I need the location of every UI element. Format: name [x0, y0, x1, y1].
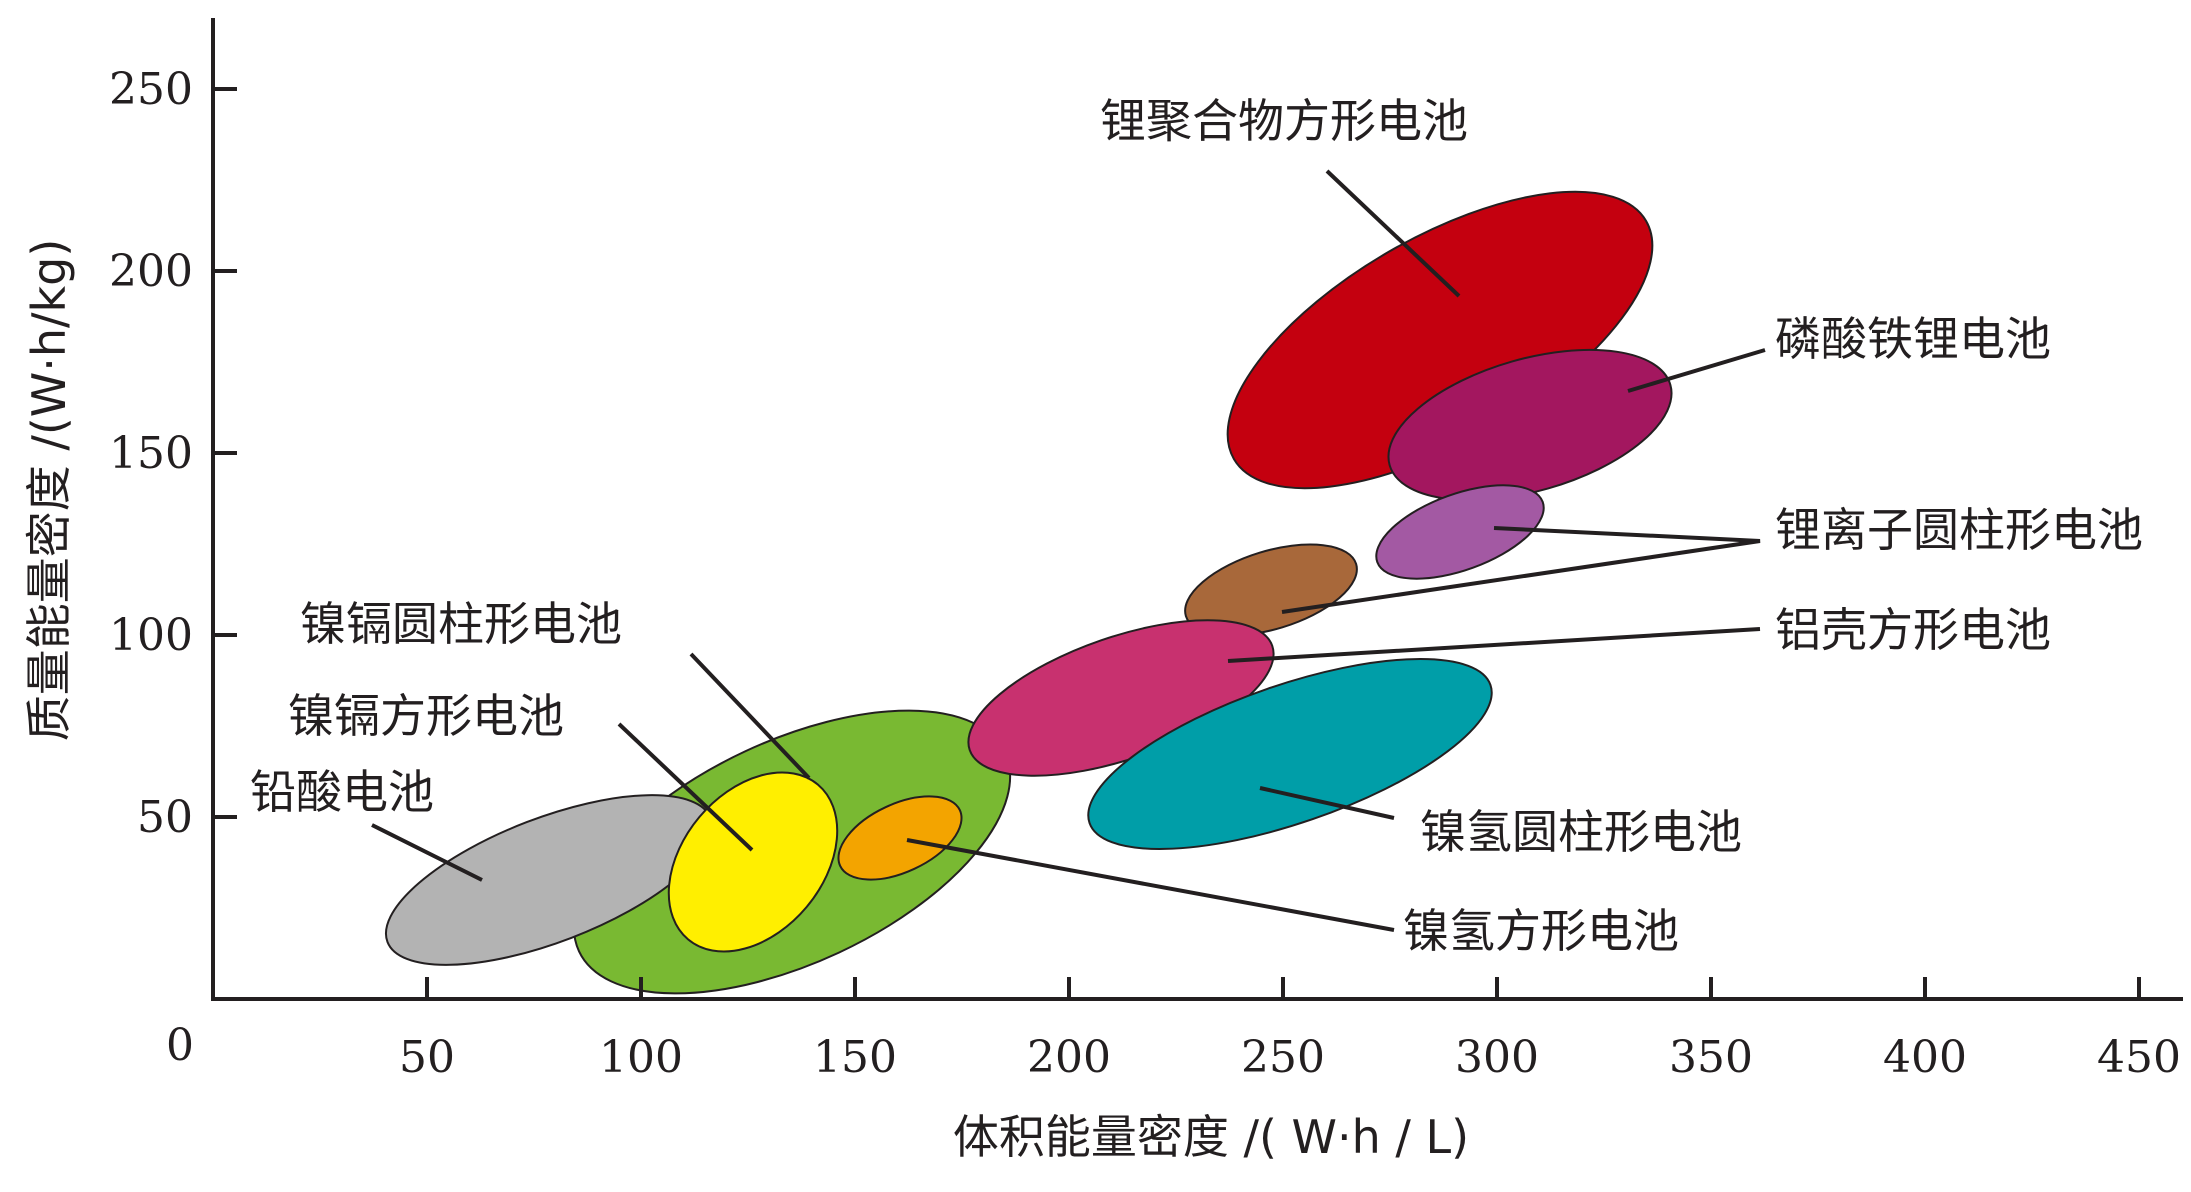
y-ticks: 50 100 150 200 250: [109, 64, 237, 843]
y-tick-label: 100: [109, 610, 193, 661]
label-li-cylinder: 锂离子圆柱形电池: [1775, 503, 2143, 557]
label-li-polymer: 锂聚合物方形电池: [1100, 94, 1468, 148]
label-lead-acid: 铅酸电池: [250, 765, 434, 819]
leader-nimh-square: [906, 838, 1395, 932]
region-nicd-square: [667, 771, 839, 953]
leader-al-square: [1227, 627, 1761, 663]
y-tick-label: 150: [109, 428, 193, 479]
x-tick-label: 200: [1027, 1032, 1111, 1083]
region-lfp: [1387, 348, 1673, 502]
category-labels: 锂聚合物方形电池 磷酸铁锂电池 锂离子圆柱形电池 铝壳方形电池 镍镉圆柱形电池 …: [250, 94, 2143, 958]
region-li-cylinder: [1375, 484, 1545, 580]
x-tick-label: 400: [1883, 1032, 1967, 1083]
x-tick-label: 350: [1669, 1032, 1753, 1083]
label-lfp: 磷酸铁锂电池: [1775, 312, 2051, 366]
leader-nimh-cylinder: [1259, 786, 1395, 820]
leader-nicd-square: [617, 722, 754, 852]
leader-lines: [371, 169, 1766, 932]
y-tick-label: 50: [137, 792, 193, 843]
y-axis-title: 质量能量密度 /(W·h/kg): [22, 239, 76, 742]
leader-lead-acid: [371, 823, 483, 882]
label-nimh-cylinder: 镍氢圆柱形电池: [1420, 805, 1742, 859]
x-tick-label: 450: [2097, 1032, 2181, 1083]
y-tick-label: 200: [109, 246, 193, 297]
leader-li-polymer: [1325, 169, 1461, 298]
x-tick-label: 300: [1455, 1032, 1539, 1083]
leader-lfp: [1627, 348, 1766, 393]
leader-li-cylinder: [1281, 526, 1761, 614]
x-tick-label: 150: [813, 1032, 897, 1083]
x-ticks: 50 100 150 200 250 300 350 400 450: [399, 977, 2181, 1083]
label-nicd-square: 镍镉方形电池: [288, 689, 564, 743]
axes: [211, 18, 2183, 1001]
x-tick-label: 50: [399, 1032, 455, 1083]
x-axis-title: 体积能量密度 /( W·h / L): [953, 1110, 1469, 1164]
label-nimh-square: 镍氢方形电池: [1403, 904, 1679, 958]
y-tick-label: 250: [109, 64, 193, 115]
region-nimh-square: [837, 795, 963, 881]
origin-label: 0: [166, 1020, 194, 1071]
label-nicd-cylinder: 镍镉圆柱形电池: [300, 597, 622, 651]
region-al-square: [1184, 543, 1358, 637]
x-tick-label: 100: [599, 1032, 683, 1083]
label-al-square: 铝壳方形电池: [1775, 603, 2051, 657]
leader-nicd-cylinder: [689, 652, 811, 780]
region-nimh-cylinder: [1087, 658, 1493, 850]
x-tick-label: 250: [1241, 1032, 1325, 1083]
regions-layer: [384, 190, 1673, 995]
